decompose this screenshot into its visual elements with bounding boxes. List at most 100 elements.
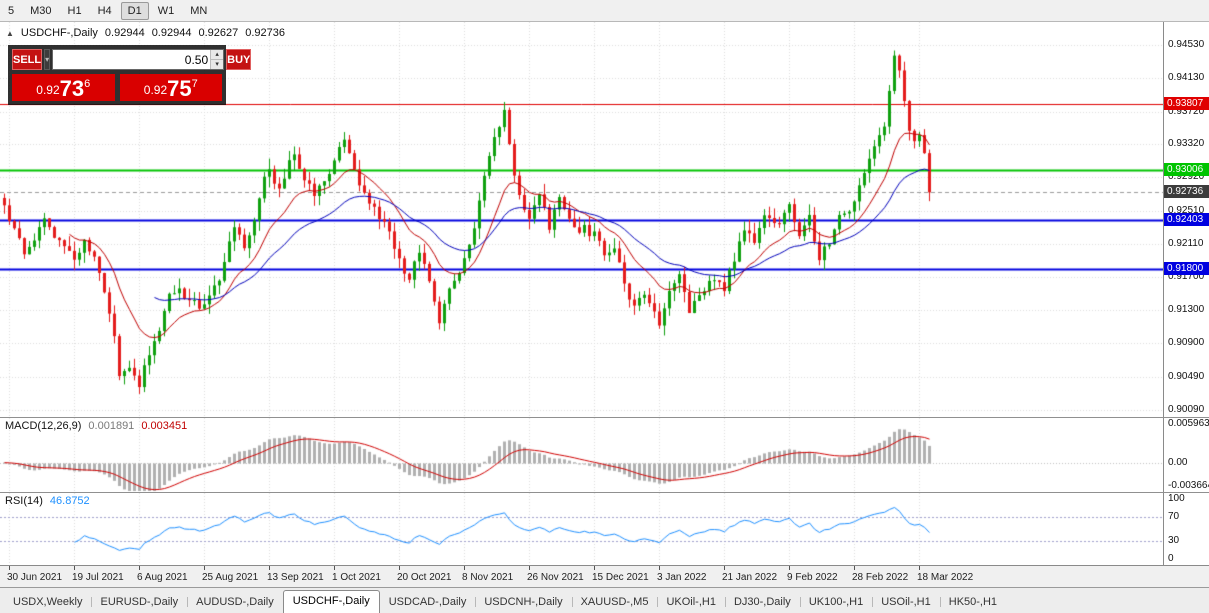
- chart-tab-dj30-daily[interactable]: DJ30-,Daily: [724, 592, 800, 613]
- rsi-canvas[interactable]: [0, 493, 1163, 565]
- chart-tab-uk100-h1[interactable]: UK100-,H1: [799, 592, 872, 613]
- rsi-scale[interactable]: 100 70 30 0: [1163, 493, 1209, 565]
- sell-price-display[interactable]: 0.92 73 6: [12, 74, 115, 101]
- time-label: 30 Jun 2021: [7, 572, 63, 583]
- price-scale-label: 0.94530: [1168, 38, 1205, 50]
- chart-tab-usdchf-daily[interactable]: USDCHF-,Daily: [282, 590, 380, 613]
- level-price-tag: 0.91800: [1164, 262, 1209, 276]
- ohlc-open: 0.92944: [104, 27, 145, 39]
- price-scale-label: 0.91300: [1168, 304, 1205, 316]
- macd-canvas[interactable]: [0, 418, 1163, 492]
- chart-tab-usdcad-daily[interactable]: USDCAD-,Daily: [388, 596, 467, 608]
- volume-increase-button[interactable]: ▴: [211, 50, 224, 60]
- timeframe-button-5[interactable]: 5: [8, 4, 15, 17]
- chart-tab-xauusd-m5[interactable]: XAUUSD-,M5: [571, 592, 658, 613]
- timeframe-button-w1[interactable]: W1: [157, 4, 175, 17]
- timeframe-button-mn[interactable]: MN: [190, 4, 208, 17]
- trade-controls-row: SELL ▾ ▴ ▾ BUY: [12, 49, 252, 70]
- rsi-label: RSI(14) 46.8752: [5, 495, 97, 507]
- rsi-name: RSI(14): [5, 495, 43, 507]
- time-label: 18 Mar 2022: [917, 572, 974, 583]
- chart-tab-ukoil-h1[interactable]: UKOil-,H1: [657, 592, 725, 613]
- ohlc-close: 0.92736: [245, 27, 285, 39]
- sell-price-pips: 73: [59, 76, 85, 101]
- time-axis[interactable]: 30 Jun 2021 19 Jul 2021 6 Aug 2021 25 Aug 2…: [0, 565, 1209, 587]
- level-price-tag: 0.93807: [1164, 97, 1209, 111]
- chart-tab-audusd-daily[interactable]: AUDUSD-,Daily: [187, 592, 283, 613]
- rsi-scale-label: 100: [1168, 493, 1185, 504]
- rsi-scale-label: 70: [1168, 510, 1180, 522]
- price-scale-label: 0.94130: [1168, 71, 1205, 83]
- time-label: 3 Jan 2022: [657, 572, 707, 583]
- rsi-scale-label: 30: [1168, 535, 1180, 547]
- rsi-panel: RSI(14) 46.8752 100 70 30 0: [0, 492, 1209, 565]
- main-price-scale[interactable]: 0.94530 0.94130 0.93720 0.93320 0.92920 0.925…: [1163, 22, 1209, 417]
- macd-scale-label: -0.003664: [1168, 480, 1209, 491]
- macd-scale[interactable]: 0.005963 0.00 -0.003664: [1163, 418, 1209, 492]
- buy-price-point: 7: [191, 78, 198, 90]
- timeframe-button-h4[interactable]: H4: [97, 4, 112, 17]
- sell-price-point: 6: [84, 78, 91, 90]
- timeframe-button-h1[interactable]: H1: [67, 4, 82, 17]
- time-label: 25 Aug 2021: [202, 572, 259, 583]
- buy-price-figure: 0.92: [143, 83, 168, 97]
- price-scale-label: 0.90490: [1168, 370, 1205, 382]
- collapse-panel-icon[interactable]: ▲: [6, 28, 14, 38]
- price-scale-label: 0.92110: [1168, 237, 1204, 249]
- trade-quotes-row: 0.92 73 6 0.92 75 7: [12, 74, 222, 101]
- volume-decrease-button[interactable]: ▾: [211, 60, 224, 69]
- macd-label: MACD(12,26,9) 0.001891 0.003451: [5, 420, 194, 432]
- volume-preset-dropdown[interactable]: ▾: [44, 49, 51, 70]
- timeframe-toolbar: 5 M30 H1 H4 D1 W1 MN: [0, 0, 1209, 22]
- buy-price-pips: 75: [167, 76, 192, 101]
- time-tick: [464, 566, 465, 570]
- time-tick: [269, 566, 270, 570]
- timeframe-button-m30[interactable]: M30: [30, 4, 52, 17]
- time-tick: [789, 566, 790, 570]
- macd-signal-value: 0.003451: [141, 420, 188, 432]
- chart-tab-usoil-h1[interactable]: USOil-,H1: [872, 592, 940, 613]
- chart-tab-usdcnh-daily[interactable]: USDCNH-,Daily: [475, 592, 571, 613]
- bid-price-tag: 0.92736: [1164, 185, 1209, 199]
- main-chart-panel: ▲ USDCHF-,Daily 0.92944 0.92944 0.92627 …: [0, 22, 1209, 417]
- ohlc-high: 0.92944: [151, 27, 192, 39]
- chevron-down-icon: ▾: [45, 55, 50, 64]
- time-label: 26 Nov 2021: [527, 572, 584, 583]
- macd-scale-label: 0.005963: [1168, 418, 1209, 429]
- chart-ohlc-title: ▲ USDCHF-,Daily 0.92944 0.92944 0.92627 …: [6, 27, 285, 39]
- macd-name: MACD(12,26,9): [5, 420, 82, 432]
- time-label: 19 Jul 2021: [72, 572, 124, 583]
- time-tick: [594, 566, 595, 570]
- price-scale-label: 0.90900: [1168, 337, 1205, 349]
- sell-button[interactable]: SELL: [12, 49, 43, 70]
- buy-price-display[interactable]: 0.92 75 7: [119, 74, 222, 101]
- chart-tab-usdx-weekly[interactable]: USDX,Weekly: [13, 596, 83, 608]
- chart-tab-hk50-h1[interactable]: HK50-,H1: [939, 592, 1006, 613]
- chart-tab-eurusd-daily[interactable]: EURUSD-,Daily: [91, 592, 187, 613]
- price-scale-label: 0.90090: [1168, 403, 1205, 415]
- level-price-tag: 0.92403: [1164, 212, 1209, 226]
- price-scale-label: 0.91700: [1168, 271, 1205, 283]
- macd-main-value: 0.001891: [88, 420, 135, 432]
- price-scale-label: 0.92920: [1168, 171, 1205, 183]
- volume-box: ▴ ▾: [52, 49, 225, 70]
- volume-spinner: ▴ ▾: [210, 50, 224, 69]
- spinner-down-icon: ▾: [215, 61, 219, 68]
- time-tick: [659, 566, 660, 570]
- timeframe-button-d1[interactable]: D1: [120, 1, 149, 20]
- time-label: 6 Aug 2021: [137, 572, 188, 583]
- time-label: 20 Oct 2021: [397, 572, 452, 583]
- time-tick: [334, 566, 335, 570]
- time-tick: [9, 566, 10, 570]
- level-price-tag: 0.93006: [1164, 163, 1209, 177]
- time-label: 15 Dec 2021: [592, 572, 649, 583]
- time-tick: [854, 566, 855, 570]
- volume-input[interactable]: [53, 50, 211, 69]
- ohlc-low: 0.92627: [198, 27, 239, 39]
- buy-button[interactable]: BUY: [226, 49, 252, 70]
- time-tick: [74, 566, 75, 570]
- time-tick: [529, 566, 530, 570]
- spinner-up-icon: ▴: [215, 51, 219, 58]
